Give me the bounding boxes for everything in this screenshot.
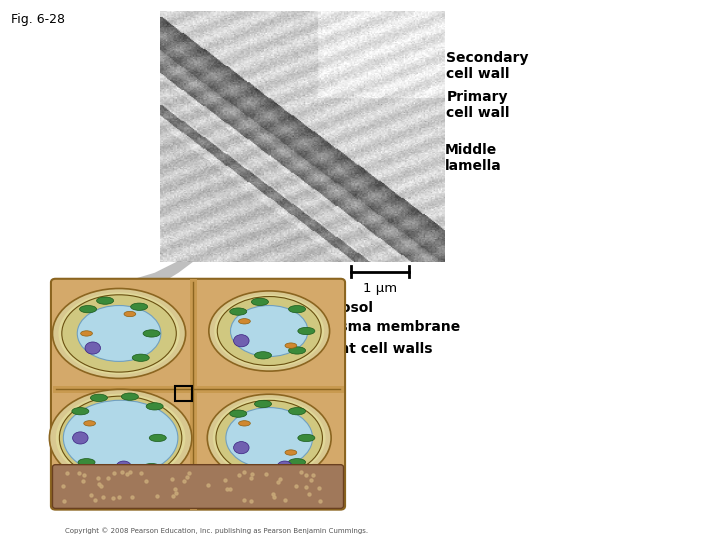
Text: Plasmodesmata: Plasmodesmata [129,477,258,505]
Text: Secondary
cell wall: Secondary cell wall [330,51,529,86]
Text: Primary
cell wall: Primary cell wall [314,90,510,120]
Text: Fig. 6-28: Fig. 6-28 [11,14,65,26]
Text: Cytosol: Cytosol [262,301,374,319]
Text: Central vacuole: Central vacuole [179,288,301,315]
Text: Plasma membrane: Plasma membrane [280,320,461,338]
Polygon shape [104,262,193,294]
Text: Copyright © 2008 Pearson Education, Inc. publishing as Pearson Benjamin Cummings: Copyright © 2008 Pearson Education, Inc.… [65,527,368,534]
Text: Middle
lamella: Middle lamella [284,143,502,173]
Text: Plant cell walls: Plant cell walls [291,342,433,356]
Text: 1 µm: 1 µm [363,282,397,295]
